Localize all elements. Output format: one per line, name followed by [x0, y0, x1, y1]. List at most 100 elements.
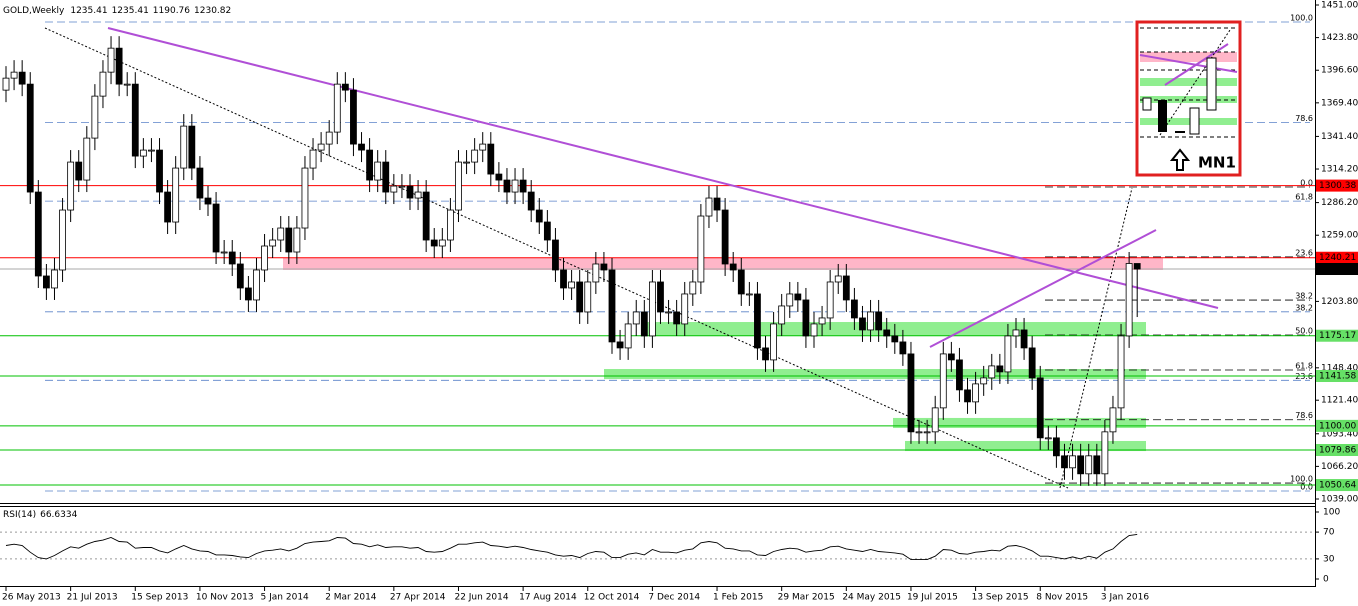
candle-body — [67, 161, 75, 211]
candle-body — [568, 281, 575, 289]
rsi-tick-label: 30 — [1323, 554, 1335, 564]
candle-body — [228, 251, 236, 265]
candle-body — [1028, 347, 1036, 379]
candle-body — [196, 167, 204, 199]
candle-body — [204, 197, 212, 205]
zone — [905, 440, 1146, 452]
fib-label: 78.6 — [1295, 411, 1313, 420]
candle-body — [164, 191, 172, 223]
level-box — [1316, 444, 1358, 457]
y-tick-label: 1423.80 — [1321, 33, 1358, 43]
y-tick-label: 1148.40 — [1321, 363, 1358, 373]
fib-label: 50.0 — [1295, 327, 1313, 336]
candle-body — [899, 341, 907, 355]
inset-trend — [1164, 43, 1229, 86]
candle-body — [172, 167, 180, 223]
level-box — [1316, 419, 1358, 432]
fib-label: 100.0 — [1290, 475, 1313, 484]
candle-body — [802, 299, 810, 337]
candle-body — [972, 383, 979, 403]
candle-body — [956, 359, 963, 391]
x-tick-label: 12 Oct 2014 — [584, 593, 640, 603]
candle-body — [729, 263, 737, 271]
candle-body — [51, 269, 58, 289]
candle-body — [115, 47, 123, 85]
trend-line — [929, 229, 1157, 348]
candle-body — [560, 269, 567, 289]
low: 1190.76 — [153, 6, 190, 16]
candle-body — [713, 197, 721, 211]
candle-body — [414, 191, 422, 199]
candle-body — [34, 191, 42, 277]
candle-body — [923, 431, 931, 434]
candle-body — [1012, 329, 1020, 337]
level-box — [1316, 179, 1358, 192]
inset-trend — [1139, 54, 1238, 73]
candle-body — [148, 149, 155, 152]
inset-candle — [1142, 97, 1152, 111]
candle-body — [1077, 455, 1085, 475]
x-tick-label: 26 May 2013 — [2, 593, 61, 603]
candle-body — [988, 365, 996, 379]
y-tick-label: 1039.00 — [1321, 495, 1358, 505]
y-tick-label: 1369.40 — [1321, 98, 1358, 108]
y-tick-label: 1396.60 — [1321, 66, 1358, 76]
candle-body — [818, 317, 826, 325]
symbol: GOLD,Weekly — [3, 6, 65, 16]
candle-body — [632, 311, 640, 325]
candle-body — [552, 239, 559, 271]
candle-body — [867, 311, 874, 331]
candle-body — [43, 275, 50, 289]
candle-body — [26, 83, 34, 193]
y-tick-label: 1451.00 — [1321, 1, 1358, 11]
y-tick-label: 1066.20 — [1321, 462, 1358, 472]
open: 1235.41 — [70, 6, 107, 16]
candle-body — [382, 161, 390, 193]
candle-body — [584, 281, 592, 313]
candle-body — [83, 137, 91, 181]
level-label: 1240.21 — [1319, 253, 1356, 263]
candle-body — [592, 263, 600, 283]
candle-body — [964, 389, 971, 403]
candle-body — [374, 161, 382, 181]
close: 1230.82 — [194, 6, 231, 16]
fib-label: 38.2 — [1295, 292, 1313, 301]
candle-body — [463, 161, 470, 164]
x-tick-label: 13 Sep 2015 — [972, 593, 1029, 603]
inset-zone — [1140, 52, 1237, 62]
candle-body — [487, 143, 495, 175]
candle-body — [91, 95, 99, 139]
lines-layer: 100.078.661.838.223.60.00.023.638.250.06… — [0, 14, 1315, 491]
candle-body — [527, 191, 535, 211]
level-box — [1316, 251, 1358, 264]
candle-body — [576, 281, 584, 313]
level-label: 1141.58 — [1319, 372, 1356, 382]
candle-body — [212, 203, 220, 253]
candle-body — [261, 245, 268, 271]
y-tick-label: 1203.80 — [1321, 297, 1358, 307]
zone — [893, 417, 1146, 429]
fib-label: 0.0 — [1300, 179, 1313, 188]
x-tick-label: 24 May 2015 — [842, 593, 901, 603]
candle-body — [608, 269, 616, 343]
candle-body — [285, 227, 293, 253]
candle-body — [366, 149, 374, 181]
candle-body — [18, 71, 26, 85]
candle-body — [681, 293, 689, 325]
x-tick-label: 22 Jun 2014 — [454, 593, 508, 603]
chart-header: GOLD,Weekly 1235.41 1235.41 1190.76 1230.82 — [3, 6, 231, 16]
candle-body — [75, 161, 83, 181]
candle-body — [931, 407, 939, 433]
fib-label: 61.8 — [1295, 193, 1313, 202]
candle-body — [350, 89, 357, 145]
candle-body — [705, 197, 713, 217]
candle-body — [99, 71, 107, 97]
rsi-tick-label: 70 — [1323, 528, 1335, 538]
candle-body — [1093, 455, 1101, 475]
candle-body — [1133, 263, 1141, 270]
candle-body — [762, 347, 769, 361]
level-box — [1316, 370, 1358, 383]
candle-body — [253, 269, 260, 301]
candle-body — [422, 191, 430, 241]
